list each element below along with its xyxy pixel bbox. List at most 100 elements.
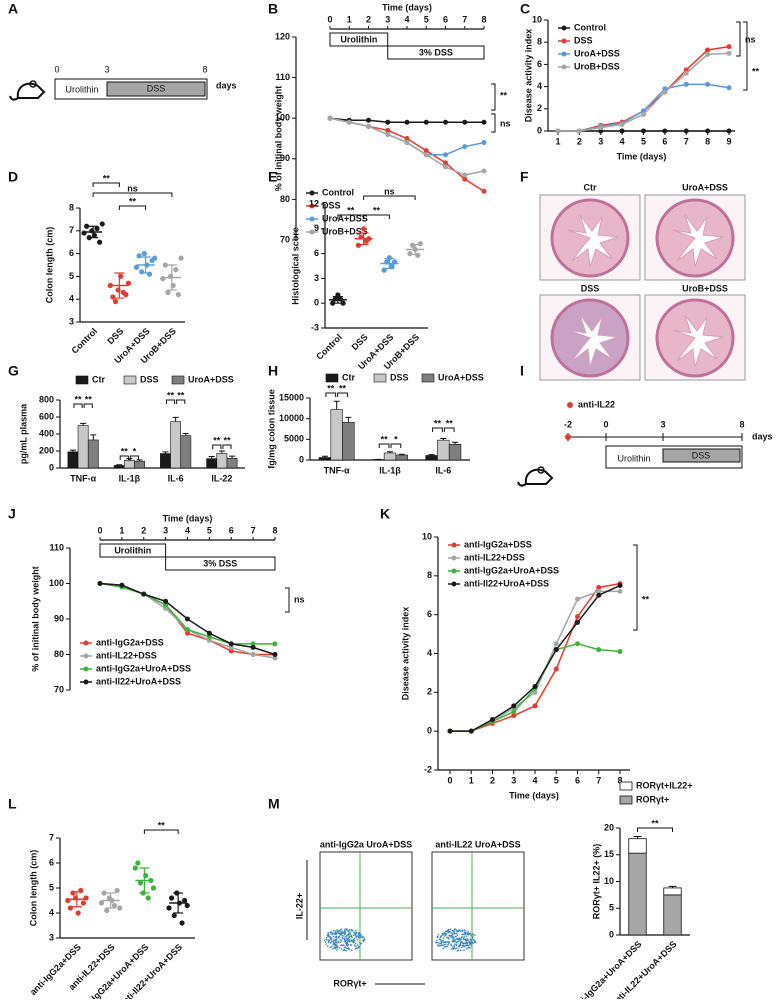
flow-event [435,942,437,944]
significance-bracket [364,196,416,200]
x-tick-label: 3 [385,14,390,24]
y-tick-label: 0 [609,929,614,939]
legend-label: DSS [390,372,409,382]
annotation: ** [651,818,659,828]
y-tick-label: 70 [280,234,290,244]
flow-event [364,938,366,940]
flow-event [349,932,351,934]
flow-event [357,944,359,946]
flow-event [452,946,454,948]
annotation: ** [752,66,760,76]
legend-label: anti-IL22+DSS [96,650,157,660]
flow-title: anti-IgG2a UroA+DSS [320,839,412,849]
bar-segment [664,888,682,895]
annotation: ns [127,183,138,193]
flow-event [355,933,357,935]
significance-bracket [144,830,178,834]
data-point [251,652,256,657]
data-point [251,645,256,650]
flow-event [336,944,338,946]
x-tick-label: 3 [163,525,168,535]
legend-label: DSS [574,35,593,45]
significance-bracket [743,22,747,90]
phase-label: Urolithin [340,34,377,44]
bar-segment [664,895,682,935]
y-tick-label: 2 [427,687,432,697]
annotation: ** [158,820,166,830]
data-point [533,703,538,708]
flow-event [451,948,453,950]
schematic-tick: 3 [660,419,665,429]
data-point [142,251,147,256]
bar [124,460,134,468]
schematic-phase: DSS [692,450,711,460]
flow-event [332,934,334,936]
flow-event [456,944,458,946]
flow-event [346,941,348,943]
bar [160,454,170,468]
significance-bracket [391,444,401,448]
flow-event [459,939,461,941]
legend-marker [84,667,89,672]
panel-letter: I [520,363,524,379]
legend-label: anti-IgG2a+UroA+DSS [464,565,559,575]
x-tick-label: 4 [185,525,190,535]
flow-event [345,928,347,930]
y-tick-label: -3 [311,322,319,332]
flow-event [474,942,476,944]
x-tick-label: IL-22 [211,473,232,483]
y-tick-label: 400 [39,428,54,438]
flow-event [440,945,442,947]
data-point [185,617,190,622]
x-tick-label: 2 [577,136,582,146]
y-axis-title: Histological score [290,227,300,305]
x-tick-label: 6 [662,136,667,146]
data-point [443,164,448,169]
annotation: ** [223,435,231,445]
x-tick-label: IL-6 [435,465,451,475]
y-axis-title: fg/mg colon tissue [266,389,276,469]
panel-letter: H [268,363,278,379]
series-line [558,47,729,131]
flow-event [351,944,353,946]
annotation: ** [213,435,221,445]
flow-event [463,938,465,940]
y-tick-label: 80 [280,194,290,204]
bar [331,410,343,460]
flow-event [437,936,439,938]
data-point [146,895,151,900]
data-point [684,82,689,87]
data-point [556,129,561,134]
bar [227,458,237,468]
annotation: * [133,446,137,456]
flow-event [448,937,450,939]
data-point [482,140,487,145]
flow-event [341,931,343,933]
flow-event [473,939,475,941]
flow-event [355,946,357,948]
data-point [141,592,146,597]
x-tick-label: 2 [141,525,146,535]
flow-event [457,934,459,936]
significance-bracket [120,456,128,460]
flow-event [330,938,332,940]
x-tick-label: 4 [620,136,625,146]
flow-event [464,929,466,931]
flow-event [328,941,330,943]
x-tick-label: 5 [554,775,559,785]
x-tick-label: 3 [598,136,603,146]
flow-event [459,931,461,933]
flow-event [340,942,342,944]
flow-event [465,940,467,942]
legend-label: UroB+DSS [574,61,620,71]
x-tick-label: 8 [481,14,486,24]
annotation: ** [339,383,347,393]
data-point [727,129,732,134]
x-tick-label: 9 [726,136,731,146]
data-point [113,299,118,304]
y-tick-label: 10 [422,531,432,541]
data-point [462,144,467,149]
flow-event [448,929,450,931]
annotation: ** [327,383,335,393]
legend-label: anti-Il22+UroA+DSS [464,578,549,588]
